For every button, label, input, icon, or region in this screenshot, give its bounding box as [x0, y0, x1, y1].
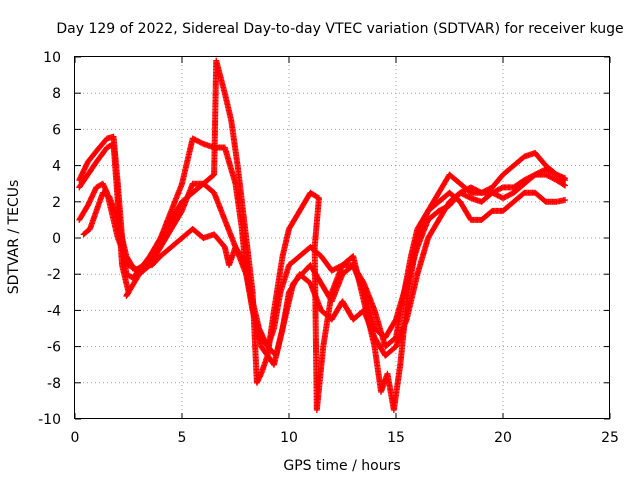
series-day-2	[76, 57, 569, 413]
data-point	[560, 181, 567, 188]
plot-frame	[74, 56, 610, 419]
y-tick-label: -4	[47, 303, 61, 319]
data-point	[562, 175, 569, 182]
data-point	[562, 196, 569, 203]
y-tick-label: 8	[52, 86, 61, 102]
y-tick-label: -2	[47, 267, 61, 283]
y-tick-label: 2	[52, 195, 61, 211]
x-tick-label: 20	[494, 430, 512, 446]
y-tick-labels: 10 8 6 4 2 0 -2 -4 -6 -8 -10	[38, 50, 61, 428]
grid-lines	[75, 57, 610, 419]
y-tick-label: 4	[52, 159, 61, 175]
y-tick-label: 0	[52, 231, 61, 247]
series-day-1	[76, 133, 569, 350]
x-tick-label: 15	[387, 430, 405, 446]
x-tick-label: 25	[601, 430, 619, 446]
data-point	[477, 189, 484, 196]
y-tick-label: 10	[43, 50, 61, 66]
y-tick-label: 6	[52, 122, 61, 138]
x-tick-label: 5	[178, 430, 187, 446]
y-tick-label: -10	[38, 412, 61, 428]
chart-title: Day 129 of 2022, Sidereal Day-to-day VTE…	[56, 21, 623, 37]
data-marks	[76, 57, 569, 413]
data-point	[466, 194, 473, 201]
x-tick-labels: 0 5 10 15 20 25	[71, 430, 619, 446]
data-point	[199, 140, 206, 147]
axis-ticks	[74, 56, 611, 420]
series-day-4	[80, 166, 569, 368]
y-tick-label: -6	[47, 340, 61, 356]
x-tick-label: 10	[280, 430, 298, 446]
y-axis-title: SDTVAR / TECUs	[6, 180, 22, 295]
data-point	[562, 182, 569, 189]
data-point	[242, 260, 249, 267]
y-tick-label: -8	[47, 376, 61, 392]
x-axis-title: GPS time / hours	[283, 458, 400, 474]
data-point	[498, 184, 505, 191]
x-tick-label: 0	[71, 430, 80, 446]
